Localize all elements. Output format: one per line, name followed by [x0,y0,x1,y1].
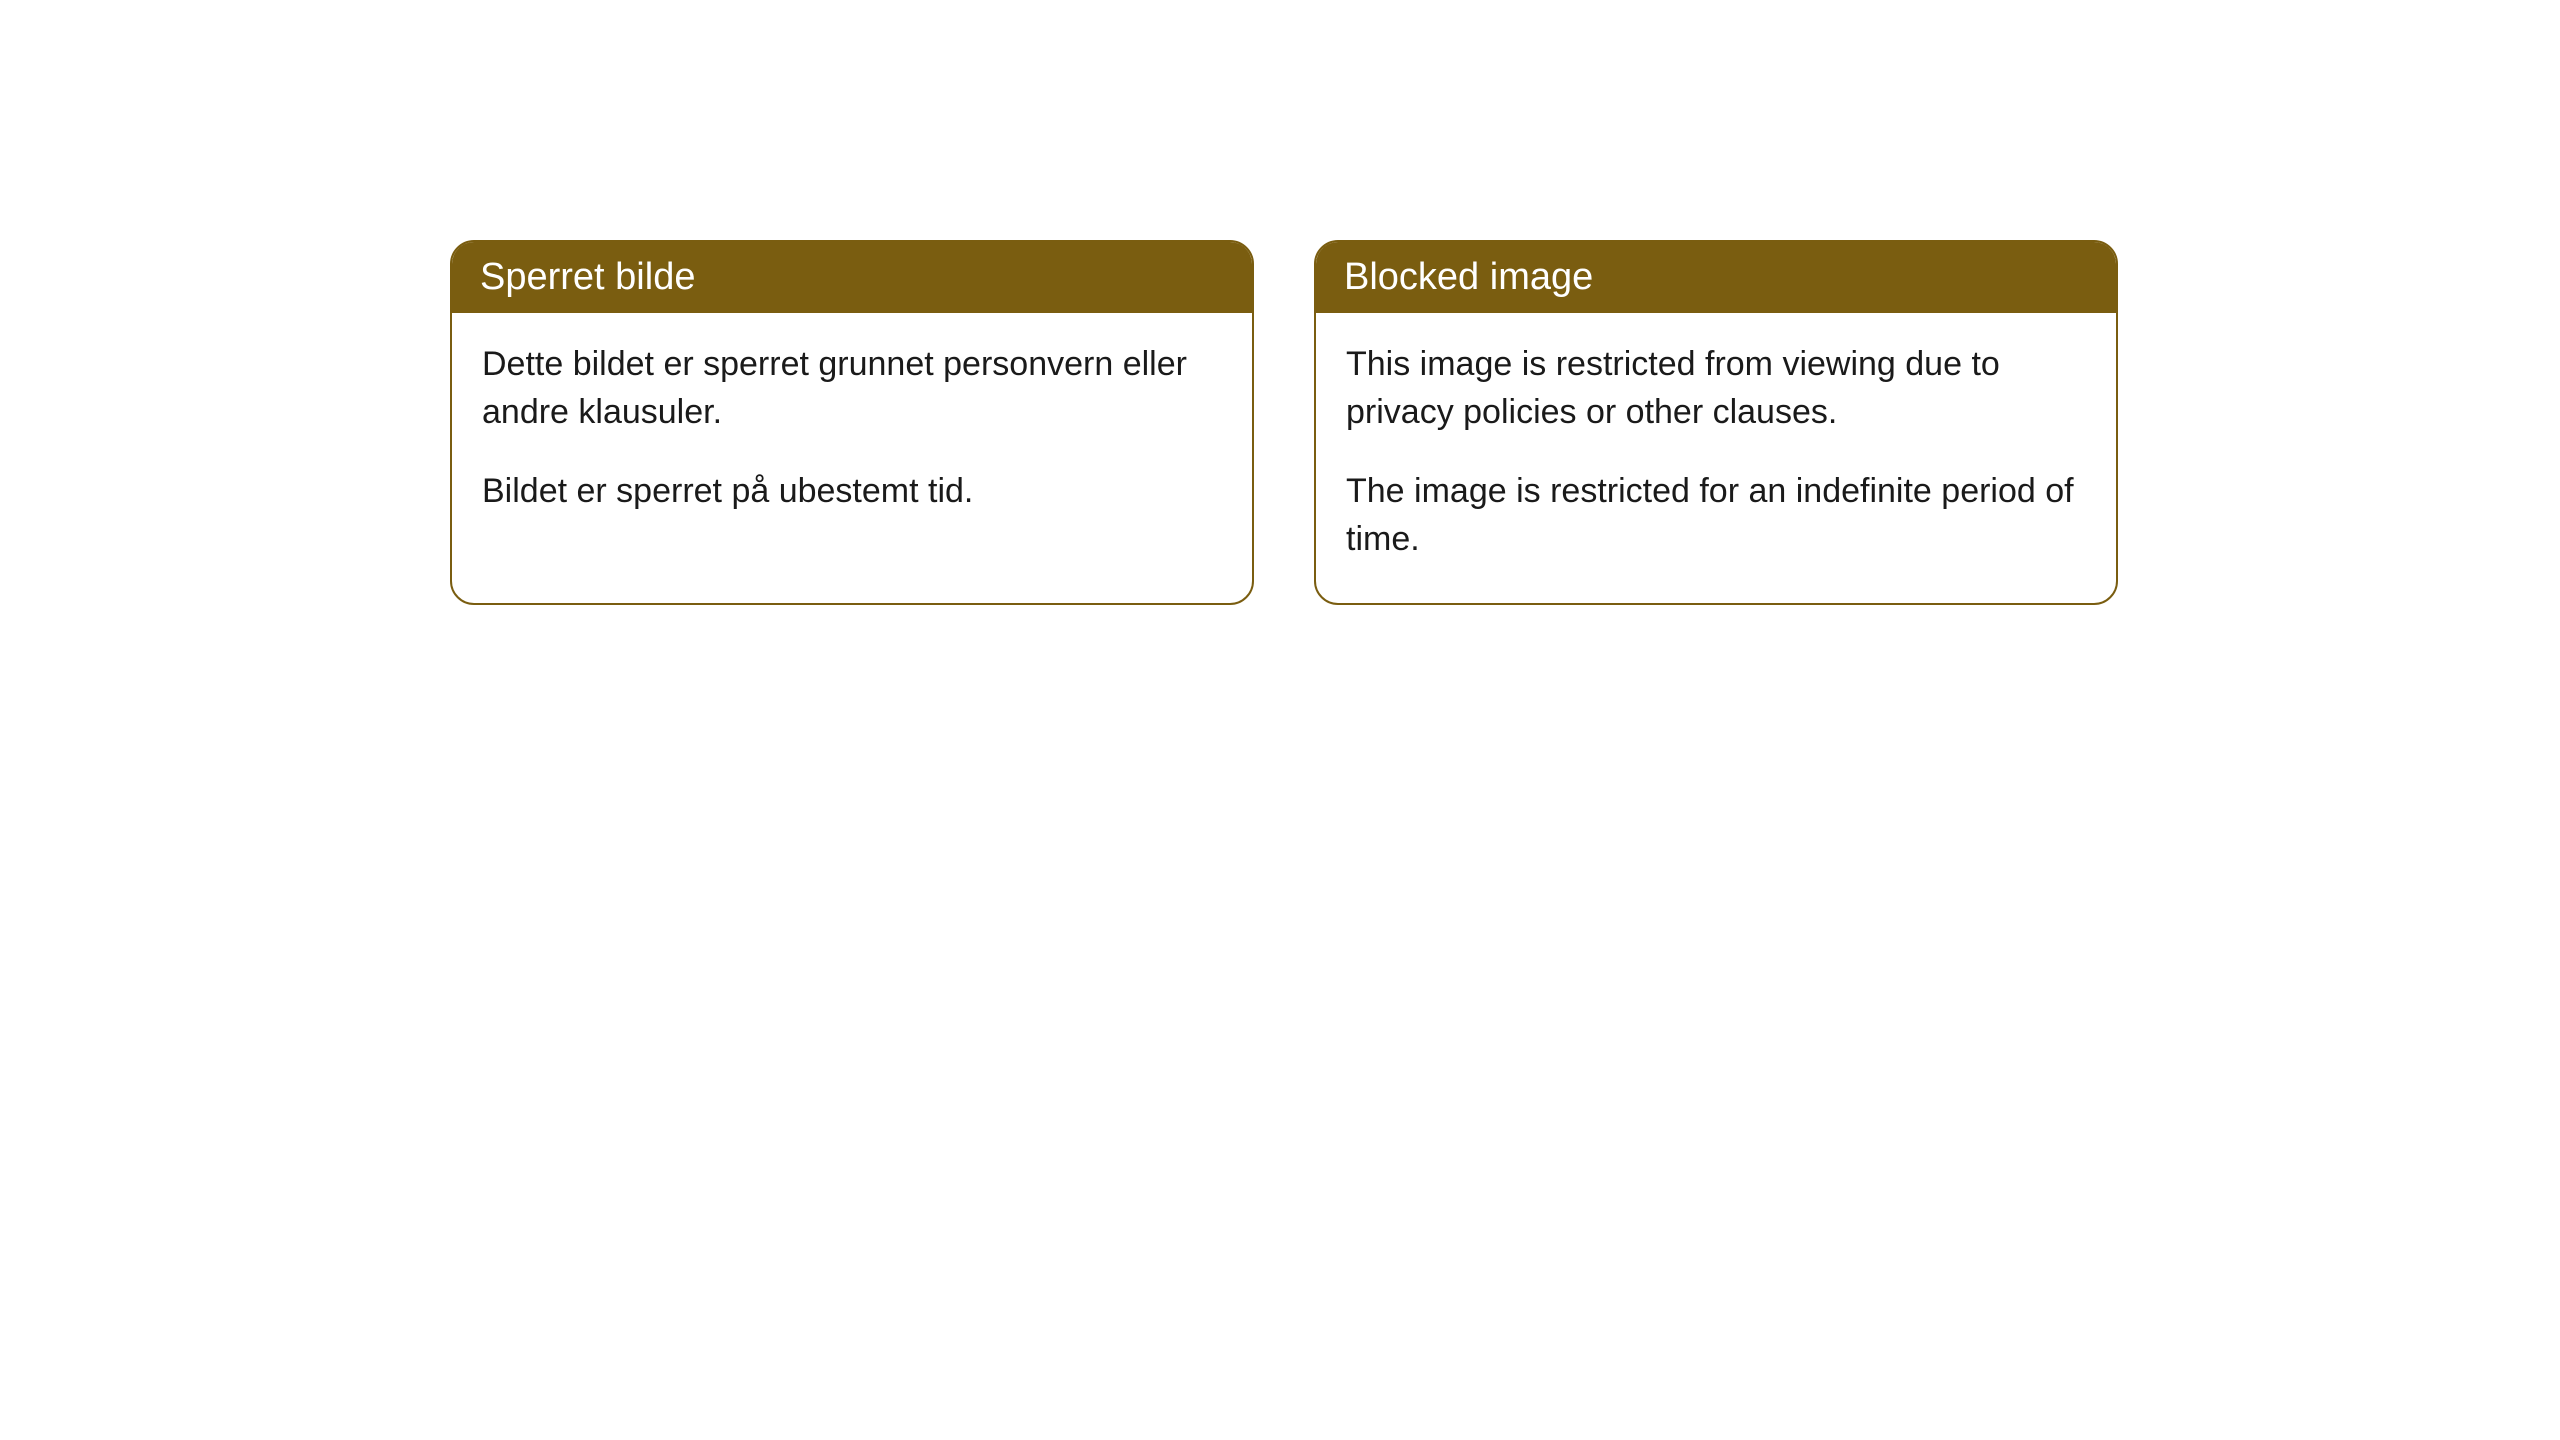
card-header: Sperret bilde [452,242,1252,313]
card-paragraph-1: This image is restricted from viewing du… [1346,341,2086,436]
card-header: Blocked image [1316,242,2116,313]
card-paragraph-2: The image is restricted for an indefinit… [1346,468,2086,563]
blocked-image-card-norwegian: Sperret bilde Dette bildet er sperret gr… [450,240,1254,605]
blocked-image-card-english: Blocked image This image is restricted f… [1314,240,2118,605]
card-paragraph-2: Bildet er sperret på ubestemt tid. [482,468,1222,516]
card-paragraph-1: Dette bildet er sperret grunnet personve… [482,341,1222,436]
card-body: Dette bildet er sperret grunnet personve… [452,313,1252,556]
card-body: This image is restricted from viewing du… [1316,313,2116,603]
card-container: Sperret bilde Dette bildet er sperret gr… [450,240,2560,605]
